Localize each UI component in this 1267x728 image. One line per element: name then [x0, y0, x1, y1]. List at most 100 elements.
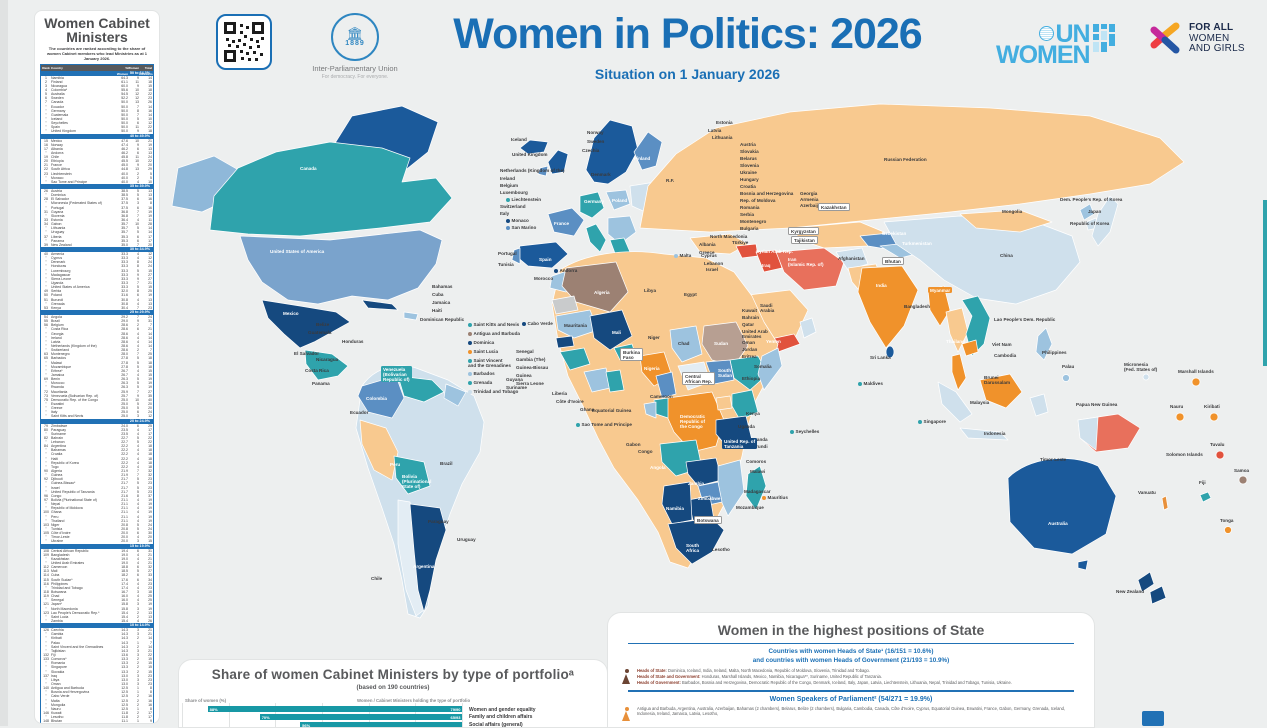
poster-subtitle: Situation on 1 January 2026 [594, 66, 781, 82]
col-percent-women: % Women [116, 65, 128, 76]
table-row: 2 Finland 61.1 11 18 [45, 79, 152, 84]
table-row: " Guinea 21.9 7 32 [45, 473, 152, 478]
table-row: " Cyprus 33.3 4 12 [45, 256, 152, 261]
table-row: 63 Montenegro 28.0 7 25 [44, 352, 152, 357]
heads-lists: Heads of State: Dominica, Iceland, India… [637, 668, 1080, 685]
woman-figure-icon-brown [622, 669, 631, 685]
table-row: 73 Venezuela (Bolivarian Rep. of) 25.7 9 35 [44, 393, 152, 398]
table-row: " Honduras 33.3 8 24 [45, 264, 152, 269]
table-row: 84 Argentina 22.2 4 18 [44, 444, 152, 449]
table-row: " Germany 50.0 8 16 [45, 108, 152, 113]
ipu-year: 1889 [345, 40, 365, 47]
table-row: " Zambia 15.4 4 26 [45, 618, 152, 623]
table-row: " Saint Kitts and Nevis 25.0 3 12 [45, 414, 152, 419]
rank-group-header: 15 to 19.9% [41, 543, 153, 549]
table-row: " Timor-Leste 20.0 4 20 [45, 535, 152, 540]
table-row: " Switzerland 28.6 2 7 [45, 348, 152, 353]
table-row: " Tunisia 20.8 5 24 [45, 527, 152, 532]
for-all-line3: AND GIRLS [1189, 43, 1245, 55]
chart-bar-label: Family and children affairs [469, 714, 533, 721]
table-row: " Saint Lucia 15.4 2 13 [45, 614, 152, 619]
table-row: " Saint Vincent and the Grenadines 14.3 2 14 [45, 644, 152, 649]
table-row: " Eswatini 25.0 5 20 [45, 401, 152, 406]
speakers-row: Antigua and Barbuda, Argentina, Australi… [622, 706, 1080, 722]
table-row: " Monaco 40.0 2 5 [45, 175, 152, 180]
chart-bar-label: Social affairs (general) [469, 722, 523, 728]
table-row: 23 Liechtenstein 40.0 2 5 [44, 171, 152, 176]
un-women-logo: UN WOMEN [996, 22, 1115, 69]
table-row: 1 Namibia 64.3 9 14 [45, 75, 152, 80]
highest-positions-panel: Women in the highest positions of State … [607, 612, 1095, 728]
table-row: " Lebanon 22.7 5 22 [45, 440, 152, 445]
col-country: Country [51, 65, 63, 70]
un-women-wordmark-women: WOMEN [996, 40, 1091, 69]
table-row: " Slovenia 36.8 7 19 [45, 213, 152, 218]
region-southeast-asia-oceania [937, 327, 1248, 605]
region-africa [549, 251, 783, 569]
table-row: " Micronesia (Federated States of) 37.5 3 8 [45, 201, 152, 206]
table-row: 72 Mauritania 25.9 7 27 [44, 389, 152, 394]
table-row: " Mozambique 27.8 5 18 [45, 364, 152, 369]
table-row: 118 Botswana 16.7 3 18 [43, 589, 152, 594]
table-row: " North Macedonia 15.8 3 19 [45, 606, 152, 611]
table-row: 126 Czechia 14.3 3 21 [43, 628, 152, 633]
table-row: " Croatia 22.2 4 18 [45, 452, 152, 457]
qr-code [216, 14, 272, 70]
table-row: 50 Poland 31.6 6 19 [44, 293, 152, 298]
table-row: 56 Belgium 28.6 2 7 [44, 323, 152, 328]
table-row: 53 Kenya 30.4 7 23 [44, 305, 152, 310]
ipu-name: Inter-Parliamentary Union [312, 64, 398, 73]
table-row: 119 Chad 16.0 4 25 [43, 594, 152, 599]
table-row: " Palau 14.3 1 7 [45, 640, 152, 645]
table-row: " Nauru 12.5 1 8 [45, 706, 152, 711]
table-row: " Rwanda 26.3 5 19 [45, 385, 152, 390]
ministers-table: Rank Country % Women Women Total ministe… [40, 63, 154, 724]
table-row: 75 Democratic Rep. of the Congo 25.0 10 40 [44, 397, 152, 402]
heads-of-state-line2: and countries with women Heads of Govern… [752, 656, 950, 664]
table-row: " Republic of Moldova 21.1 4 19 [45, 506, 152, 511]
qr-pattern [224, 22, 264, 62]
table-row: 17 Albania 46.2 6 13 [44, 146, 152, 151]
table-row: " Kiribati 14.3 2 14 [45, 636, 152, 641]
rank-group-header: 25 to 29.9% [41, 309, 153, 315]
rank-group-header: 50 to 64.3% [41, 70, 153, 76]
table-row: 26 Austria 38.5 5 13 [44, 189, 152, 194]
region-north-america [171, 105, 453, 381]
speakers-countries: Antigua and Barbuda, Argentina, Australi… [637, 705, 1066, 717]
sidebar-description: The countries are ranked according to th… [46, 45, 148, 61]
chart-bar: 88% 79/90 [207, 706, 462, 713]
table-row: 121 Japan* 15.8 3 19 [43, 602, 152, 607]
for-all-text: FOR ALL WOMEN AND GIRLS [1189, 23, 1245, 55]
table-row: 7 Canada 50.0 13 26 [45, 100, 152, 105]
table-row: " Mongolia 12.5 2 16 [45, 702, 152, 707]
table-row: " Spain 50.0 11 22 [45, 125, 152, 130]
table-row: " Republic of Korea 22.2 4 18 [45, 460, 152, 465]
table-row: 34 Gabon 35.7 10 28 [44, 222, 152, 227]
parliament-building-icon: 🏛 [346, 26, 364, 41]
table-row: 55 Brazil 29.0 9 31 [44, 319, 152, 324]
state-panel-title: Women in the highest positions of State [717, 622, 985, 638]
table-row: " Bosnia and Herzegovina 12.5 1 8 [45, 690, 152, 695]
table-row: 22 South Africa 44.8 13 29 [44, 167, 152, 172]
chart-axis-label-right: Women / Cabinet Ministers holding the ty… [357, 698, 471, 703]
table-row: 49 Serbia 32.0 8 25 [44, 289, 152, 294]
table-row: " Guatemala 50.0 7 14 [45, 112, 152, 117]
table-row: 69 Benin 26.3 5 19 [44, 377, 152, 382]
table-row: " Tajikistan 14.3 3 21 [45, 648, 152, 653]
poster-edge-fragment [1263, 200, 1267, 366]
heads-of-state-line1: Countries with women Heads of State¹ (16… [768, 648, 934, 656]
table-row: 37 Liberia 35.3 6 17 [44, 234, 152, 239]
table-row: 33 Estonia 36.4 4 11 [44, 218, 152, 223]
legend-fragment [1142, 711, 1164, 726]
heads-of-govt-countries: Barbados, Bosnia and Herzegovina, Democr… [680, 679, 1012, 685]
ministers-table-header: Rank Country % Women Women Total ministe… [41, 64, 153, 76]
table-row: " Panama 35.3 6 17 [45, 238, 152, 243]
table-row: " Luxembourg 33.3 5 15 [45, 268, 152, 273]
table-row: " Israel 21.7 5 23 [45, 485, 152, 490]
table-row: " Uganda 33.3 7 21 [45, 281, 152, 285]
ipu-tagline: For democracy. For everyone. [321, 74, 389, 80]
heads-of-state-label: Heads of State: [637, 668, 667, 674]
table-row: 28 El Salvador 37.5 6 16 [44, 197, 152, 202]
table-row: "Cambodia11.1327 [41, 723, 153, 724]
ipu-emblem-icon: 🏛 1889 [331, 13, 379, 61]
